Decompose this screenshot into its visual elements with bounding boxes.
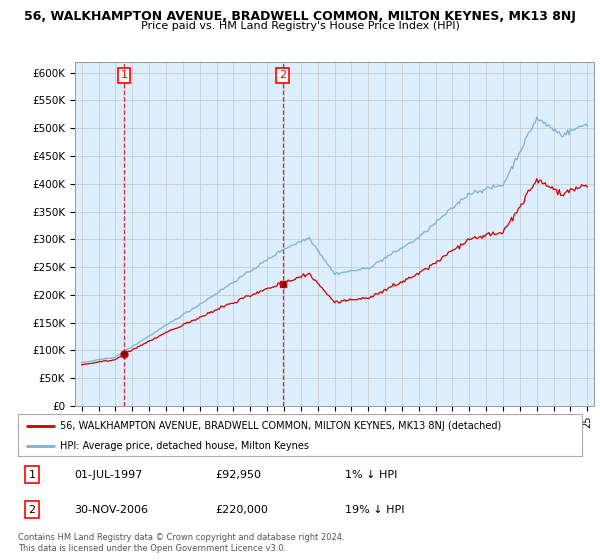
Text: 30-NOV-2006: 30-NOV-2006 [74,505,148,515]
Text: £92,950: £92,950 [215,470,262,479]
Text: £220,000: £220,000 [215,505,268,515]
Text: 56, WALKHAMPTON AVENUE, BRADWELL COMMON, MILTON KEYNES, MK13 8NJ (detached): 56, WALKHAMPTON AVENUE, BRADWELL COMMON,… [60,421,502,431]
Text: 1: 1 [121,71,127,81]
Text: 01-JUL-1997: 01-JUL-1997 [74,470,143,479]
Text: Contains HM Land Registry data © Crown copyright and database right 2024.
This d: Contains HM Land Registry data © Crown c… [18,533,344,553]
Text: Price paid vs. HM Land Registry's House Price Index (HPI): Price paid vs. HM Land Registry's House … [140,21,460,31]
Text: 2: 2 [29,505,35,515]
Text: HPI: Average price, detached house, Milton Keynes: HPI: Average price, detached house, Milt… [60,441,310,451]
Text: 19% ↓ HPI: 19% ↓ HPI [345,505,404,515]
Text: 56, WALKHAMPTON AVENUE, BRADWELL COMMON, MILTON KEYNES, MK13 8NJ: 56, WALKHAMPTON AVENUE, BRADWELL COMMON,… [24,10,576,23]
Text: 2: 2 [279,71,286,81]
Text: 1: 1 [29,470,35,479]
Text: 1% ↓ HPI: 1% ↓ HPI [345,470,397,479]
